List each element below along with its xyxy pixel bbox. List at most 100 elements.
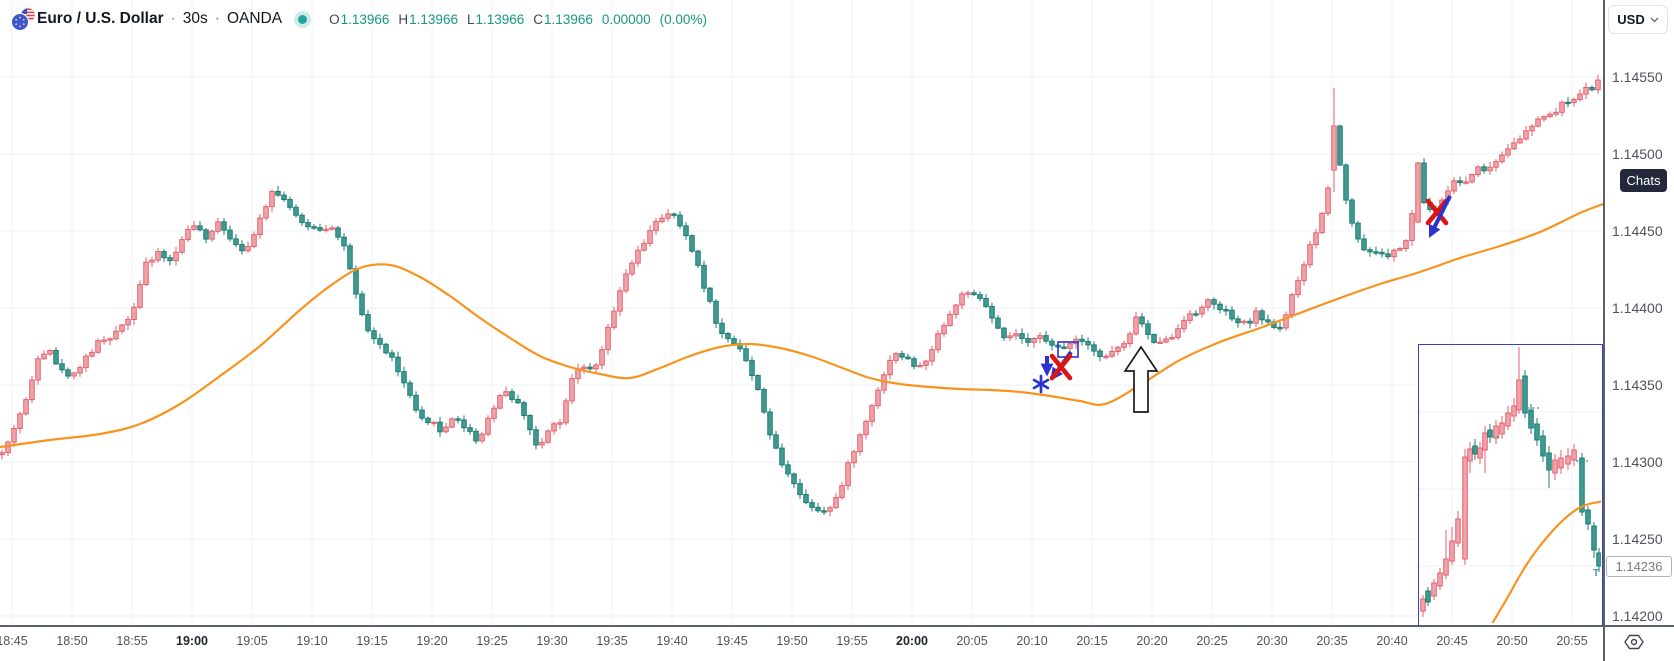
axis-settings-hexagon-icon[interactable] bbox=[1623, 633, 1645, 651]
candle-body bbox=[101, 339, 107, 342]
candle-body bbox=[29, 379, 35, 401]
currency-unit-dropdown[interactable]: USD bbox=[1608, 5, 1668, 34]
currency-unit-label: USD bbox=[1617, 12, 1645, 27]
candle-body bbox=[1007, 335, 1013, 339]
candle-body bbox=[791, 473, 797, 485]
candle-body bbox=[53, 349, 59, 365]
candle-body bbox=[125, 318, 131, 326]
candle-body bbox=[749, 360, 755, 376]
candle-body bbox=[443, 426, 449, 433]
candle-body bbox=[971, 292, 977, 296]
candle-body bbox=[497, 395, 503, 409]
candle-body bbox=[659, 217, 665, 223]
candle-body bbox=[827, 507, 833, 512]
candle-body bbox=[875, 389, 881, 407]
candle-body bbox=[377, 338, 383, 345]
low-value: 1.13966 bbox=[475, 11, 525, 27]
red-x-mark-annotation-2[interactable] bbox=[1425, 198, 1449, 226]
candle-body bbox=[35, 358, 41, 381]
candle-body bbox=[1187, 313, 1193, 321]
candle-body bbox=[47, 349, 53, 355]
candle-body bbox=[1487, 429, 1493, 438]
candle-body bbox=[935, 333, 941, 351]
candle-body bbox=[407, 382, 413, 396]
candle-body bbox=[1535, 118, 1541, 127]
candle-body bbox=[1085, 340, 1091, 346]
candle-body bbox=[233, 238, 239, 246]
candle-body bbox=[755, 374, 761, 391]
candle-body bbox=[1325, 187, 1331, 214]
time-tick-label: 20:20 bbox=[1136, 634, 1168, 648]
time-axis[interactable]: 18:45 18:50 18:55 19:00 19:05 19:10 19:15 19:20… bbox=[0, 626, 1674, 661]
candle-body bbox=[287, 199, 293, 208]
candle-body bbox=[473, 430, 479, 442]
high-label: H bbox=[398, 11, 409, 27]
candle-body bbox=[1462, 456, 1468, 560]
market-status-dot[interactable] bbox=[298, 14, 308, 24]
close-label: C bbox=[533, 11, 544, 27]
symbol-title[interactable]: Euro / U.S. Dollar · 30s · OANDA bbox=[37, 10, 282, 28]
time-tick-label: 20:30 bbox=[1256, 634, 1288, 648]
candle-body bbox=[581, 366, 587, 370]
candle-body bbox=[929, 349, 935, 362]
price-axis[interactable]: 1.14236 1.14550 1.14500 1.14450 1.14400 1.14… bbox=[1604, 0, 1674, 625]
candle-body bbox=[851, 451, 857, 464]
candle-body bbox=[1151, 333, 1157, 343]
candle-body bbox=[617, 290, 623, 312]
candle-body bbox=[1097, 350, 1103, 357]
zoom-inset-box[interactable]: T bbox=[1418, 344, 1603, 625]
time-tick-label: 20:05 bbox=[956, 634, 988, 648]
price-tick-label: 1.14500 bbox=[1612, 146, 1663, 162]
candle-body bbox=[1145, 323, 1151, 335]
red-x-mark-annotation[interactable] bbox=[1049, 353, 1073, 381]
asterisk-annotation[interactable] bbox=[1032, 374, 1050, 394]
candle-body bbox=[605, 326, 611, 351]
symbol-header: Euro / U.S. Dollar · 30s · OANDA O 1.1396… bbox=[10, 6, 707, 32]
candle-body bbox=[1301, 264, 1307, 282]
candle-body bbox=[509, 391, 515, 400]
candle-body bbox=[623, 273, 629, 292]
candle-body bbox=[1565, 101, 1571, 105]
close-value: 1.13966 bbox=[544, 11, 593, 27]
candle-body bbox=[1211, 299, 1217, 305]
time-tick-label: 20:45 bbox=[1436, 634, 1468, 648]
diagonal-arrow-annotation-2[interactable] bbox=[1428, 195, 1452, 239]
candle-body bbox=[1313, 232, 1319, 246]
up-block-arrow-annotation[interactable] bbox=[1123, 345, 1159, 413]
candle-body bbox=[341, 236, 347, 247]
candle-body bbox=[1127, 333, 1133, 345]
candle-body bbox=[329, 227, 335, 230]
candle-body bbox=[323, 228, 329, 232]
candle-body bbox=[1558, 457, 1564, 469]
candle-body bbox=[455, 418, 461, 421]
candle-body bbox=[1577, 93, 1583, 101]
low-label: L bbox=[466, 11, 475, 27]
candle-body bbox=[293, 206, 299, 216]
candle-body bbox=[1319, 212, 1325, 234]
candle-body bbox=[1259, 310, 1265, 321]
candle-body bbox=[587, 366, 593, 370]
candle-body bbox=[1235, 318, 1241, 324]
candle-body bbox=[1061, 346, 1067, 349]
candle-body bbox=[23, 399, 29, 415]
time-tick-label: 18:55 bbox=[116, 634, 148, 648]
candle-body bbox=[887, 359, 893, 376]
candle-body bbox=[383, 343, 389, 354]
chats-tooltip-button[interactable]: Chats bbox=[1620, 169, 1667, 192]
chevron-down-icon bbox=[1650, 17, 1659, 22]
candle-body bbox=[797, 483, 803, 496]
candle-body bbox=[113, 330, 119, 340]
candle-body bbox=[521, 402, 527, 416]
candle-body bbox=[203, 229, 209, 240]
candle-body bbox=[545, 430, 551, 443]
time-tick-label: 20:00 bbox=[896, 634, 928, 648]
high-value: 1.13966 bbox=[409, 11, 458, 27]
candle-body bbox=[1283, 314, 1289, 329]
candle-body bbox=[257, 217, 263, 236]
time-tick-label: 19:25 bbox=[476, 634, 508, 648]
candle-body bbox=[809, 502, 815, 508]
candle-body bbox=[821, 510, 827, 513]
candle-body bbox=[347, 245, 353, 270]
candle-body bbox=[269, 190, 275, 208]
